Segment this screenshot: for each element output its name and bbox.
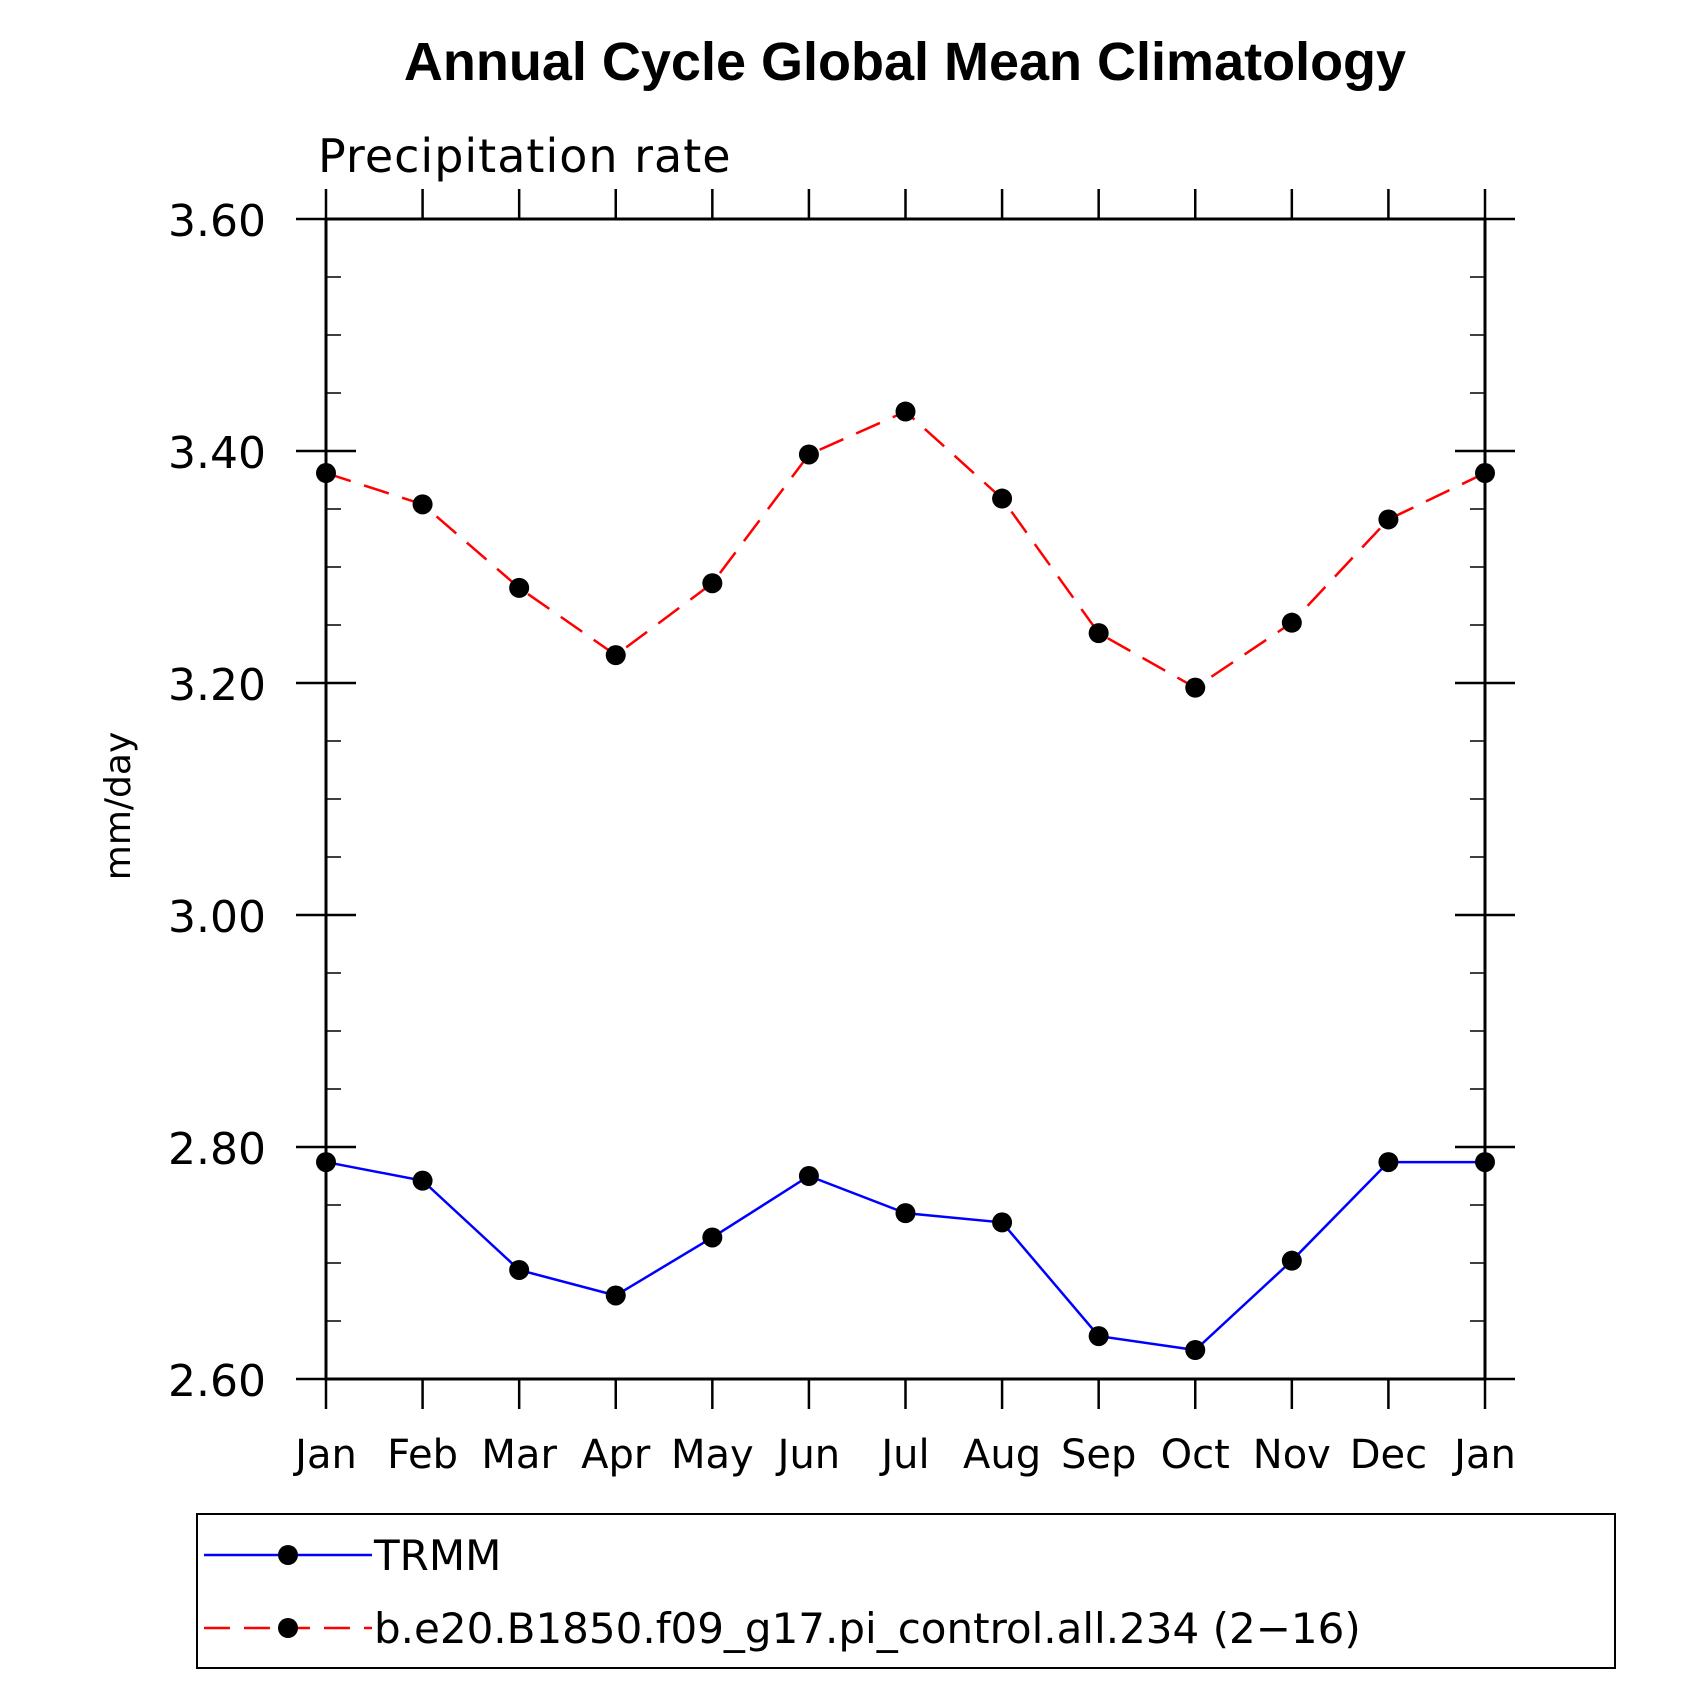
data-point-0	[316, 1152, 336, 1173]
data-point-1	[605, 645, 626, 666]
x-tick-label: Jan	[292, 1432, 357, 1478]
x-tick-label: Jun	[775, 1432, 841, 1478]
data-point-1	[412, 494, 433, 515]
data-point-1	[992, 488, 1013, 509]
plot-frame	[324, 217, 1487, 1381]
data-point-1	[1475, 463, 1495, 484]
data-point-0	[509, 1259, 530, 1280]
legend-marker-trmm	[278, 1545, 298, 1565]
x-tick-label: Oct	[1161, 1432, 1230, 1478]
data-point-1	[702, 573, 723, 594]
data-point-1	[316, 463, 336, 484]
x-tick-label: Apr	[581, 1432, 651, 1478]
data-point-0	[798, 1166, 819, 1186]
data-point-0	[1378, 1152, 1399, 1173]
data-point-0	[1088, 1326, 1109, 1347]
axis-ticks	[296, 189, 1515, 1409]
chart-title: Annual Cycle Global Mean Climatology	[404, 32, 1406, 92]
data-point-1	[509, 577, 530, 598]
legend-label-trmm: TRMM	[373, 1531, 501, 1580]
data-point-1	[1088, 623, 1109, 644]
data-point-1	[1378, 509, 1399, 530]
x-tick-label: Sep	[1061, 1432, 1136, 1478]
data-point-0	[1185, 1340, 1206, 1360]
legend: TRMM b.e20.B1850.f09_g17.pi_control.all.…	[196, 1513, 1616, 1669]
x-tick-label: Jul	[878, 1432, 929, 1478]
x-tick-label: Aug	[963, 1432, 1041, 1478]
x-tick-label: Feb	[387, 1432, 458, 1478]
chart-subtitle: Precipitation rate	[318, 129, 732, 183]
series-line-1	[325, 410, 1486, 690]
x-tick-label: May	[671, 1432, 754, 1478]
y-tick-label: 3.20	[168, 660, 266, 711]
data-point-0	[895, 1203, 916, 1224]
legend-label-model: b.e20.B1850.f09_g17.pi_control.all.234 (…	[374, 1604, 1361, 1653]
data-point-0	[702, 1227, 723, 1248]
legend-box	[196, 1513, 1616, 1669]
y-tick-label: 2.80	[168, 1124, 266, 1175]
axis-tick-labels: Jan Feb Mar Apr May Jun Jul Aug Sep Oct Nov Dec Jan 2…	[168, 196, 1516, 1478]
data-point-1	[798, 444, 819, 465]
x-tick-label: Dec	[1350, 1432, 1427, 1478]
y-tick-label: 3.00	[168, 892, 266, 943]
x-tick-label: Jan	[1451, 1432, 1516, 1478]
y-tick-label: 3.40	[168, 428, 266, 479]
y-tick-label: 3.60	[168, 196, 266, 247]
data-point-1	[1281, 612, 1302, 633]
data-point-0	[412, 1170, 433, 1191]
x-tick-label: Mar	[481, 1432, 557, 1478]
y-tick-label: 2.60	[168, 1356, 266, 1407]
data-point-0	[605, 1285, 626, 1306]
x-tick-label: Nov	[1253, 1432, 1331, 1478]
legend-marker-model	[278, 1618, 298, 1638]
y-axis-title: mm/day	[98, 732, 139, 880]
series-line-0	[325, 1160, 1485, 1352]
data-point-1	[1185, 677, 1206, 698]
data-point-0	[992, 1212, 1013, 1233]
data-point-1	[895, 401, 916, 422]
data-point-0	[1475, 1152, 1495, 1173]
data-series	[316, 401, 1495, 1360]
data-point-0	[1281, 1250, 1302, 1271]
